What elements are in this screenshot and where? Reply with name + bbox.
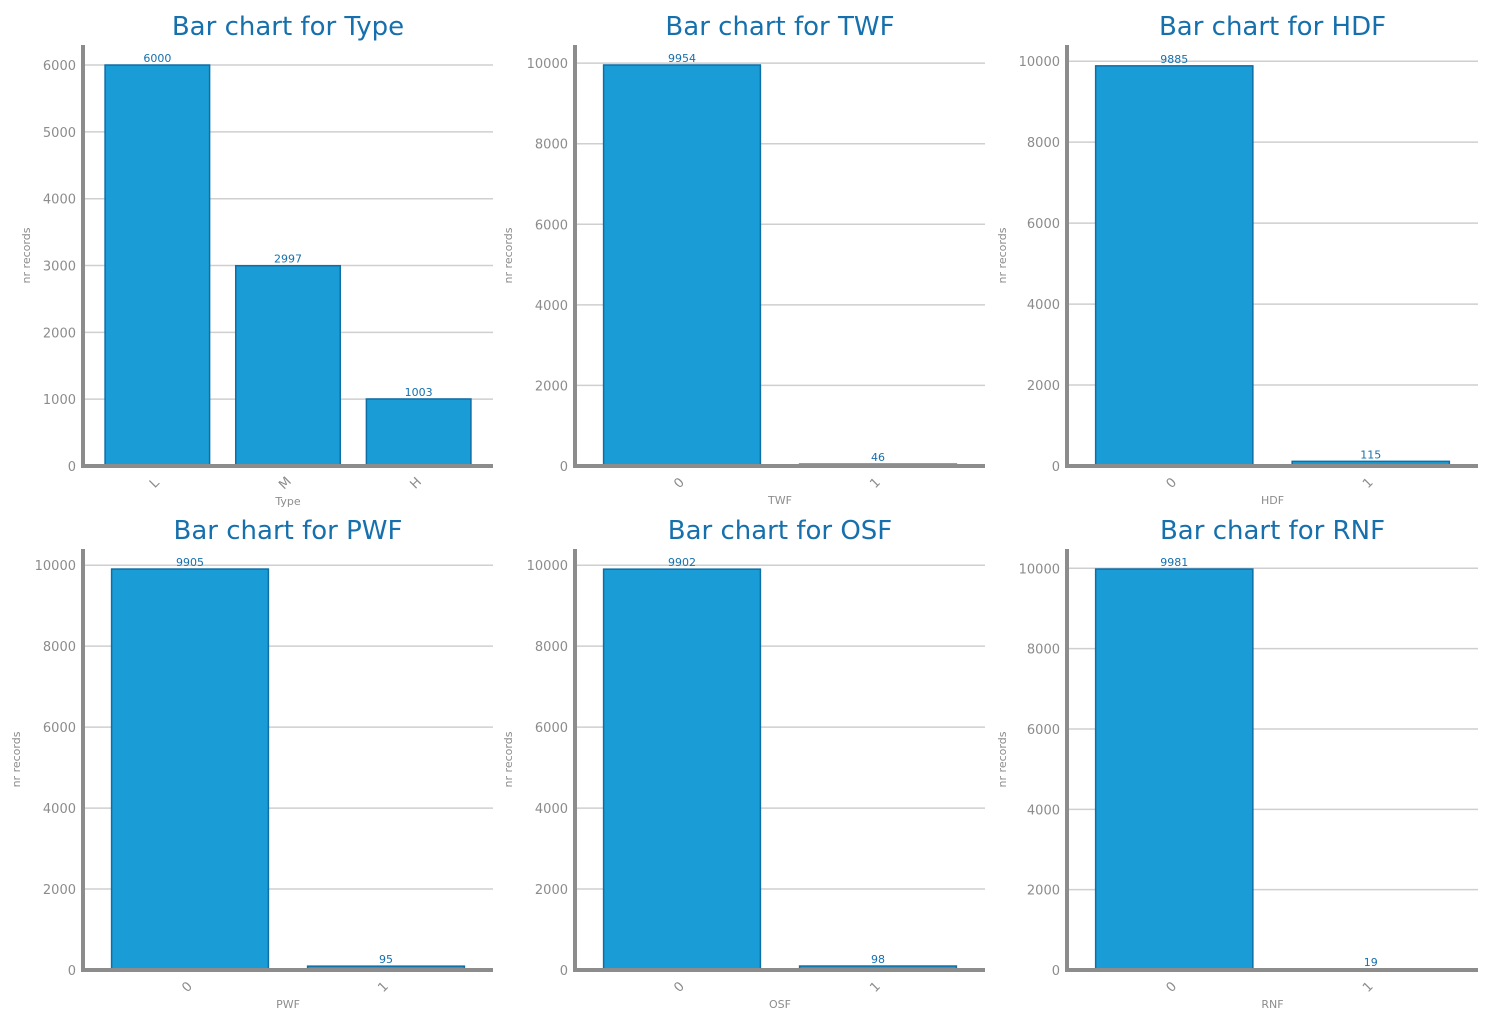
- y-tick-label: 10000: [35, 559, 76, 574]
- x-tick-label: 1: [1360, 475, 1376, 491]
- bar: [602, 568, 762, 971]
- data-label: 6000: [143, 52, 171, 65]
- y-tick-label: 8000: [43, 640, 76, 655]
- bar: [365, 398, 472, 467]
- chart-panel: Bar chart for Type 0 1000 2000 3000 4000 5000 6…: [20, 12, 493, 508]
- x-tick-label: 1: [1360, 979, 1376, 995]
- y-tick-label: 0: [1052, 460, 1060, 475]
- y-axis-label: nr records: [10, 731, 23, 787]
- y-axis-label: nr records: [996, 731, 1009, 787]
- y-tick-label: 6000: [1027, 723, 1060, 738]
- chart-title: Bar chart for RNF: [1160, 516, 1385, 546]
- bar: [234, 264, 342, 467]
- data-label: 115: [1360, 448, 1381, 461]
- data-label: 9905: [176, 556, 204, 569]
- x-tick-label: 1: [867, 979, 883, 995]
- y-tick-label: 6000: [43, 59, 76, 74]
- data-label: 9954: [668, 52, 696, 65]
- data-label: 9885: [1160, 53, 1188, 66]
- y-tick-label: 8000: [1027, 643, 1060, 658]
- x-tick-label: M: [276, 474, 295, 493]
- x-tick-label: H: [407, 475, 425, 493]
- bar: [1094, 65, 1254, 467]
- y-tick-label: 2000: [43, 326, 76, 341]
- y-axis-label: nr records: [20, 227, 33, 283]
- x-axis-label: PWF: [276, 998, 300, 1011]
- x-tick-label: 0: [179, 979, 195, 995]
- chart-panel: Bar chart for OSF 0 2000 4000 6000 8000 10000 9…: [502, 516, 985, 1011]
- y-tick-label: 8000: [1027, 136, 1060, 151]
- x-axis-label: OSF: [769, 998, 791, 1011]
- bar: [602, 64, 762, 467]
- y-tick-label: 2000: [43, 883, 76, 898]
- chart-panel: Bar chart for RNF 0 2000 4000 6000 8000 10000 9…: [996, 516, 1478, 1011]
- y-tick-label: 4000: [535, 802, 568, 817]
- x-axis-label: RNF: [1261, 998, 1283, 1011]
- y-tick-label: 0: [68, 460, 76, 475]
- y-tick-label: 0: [1052, 964, 1060, 979]
- chart-title: Bar chart for TWF: [665, 12, 894, 42]
- x-axis-label: TWF: [767, 494, 792, 507]
- y-axis-label: nr records: [502, 731, 515, 787]
- chart-title: Bar chart for OSF: [668, 516, 893, 546]
- y-tick-label: 3000: [43, 260, 76, 275]
- y-tick-label: 0: [560, 460, 568, 475]
- chart-title: Bar chart for Type: [172, 12, 404, 42]
- chart-title: Bar chart for PWF: [174, 516, 403, 546]
- x-tick-label: 0: [671, 475, 687, 491]
- y-tick-label: 8000: [535, 138, 568, 153]
- bar: [1094, 568, 1254, 971]
- y-tick-label: 2000: [1027, 379, 1060, 394]
- y-tick-label: 0: [68, 964, 76, 979]
- x-tick-label: 1: [375, 979, 391, 995]
- y-tick-label: 6000: [1027, 217, 1060, 232]
- y-tick-label: 4000: [1027, 298, 1060, 313]
- data-label: 9902: [668, 556, 696, 569]
- y-tick-label: 5000: [43, 126, 76, 141]
- y-axis-label: nr records: [502, 227, 515, 283]
- data-label: 46: [871, 451, 885, 464]
- y-axis-label: nr records: [996, 227, 1009, 283]
- data-label: 1003: [405, 386, 433, 399]
- y-tick-label: 1000: [43, 393, 76, 408]
- y-tick-label: 6000: [535, 721, 568, 736]
- y-tick-label: 6000: [43, 721, 76, 736]
- data-label: 19: [1364, 956, 1378, 969]
- chart-title: Bar chart for HDF: [1159, 12, 1386, 42]
- y-tick-label: 10000: [527, 559, 568, 574]
- chart-panel: Bar chart for PWF 0 2000 4000 6000 8000 10000 9…: [10, 516, 493, 1011]
- x-axis-label: HDF: [1261, 494, 1284, 507]
- y-tick-label: 2000: [535, 379, 568, 394]
- y-tick-label: 4000: [1027, 803, 1060, 818]
- data-label: 98: [871, 953, 885, 966]
- y-tick-label: 10000: [527, 57, 568, 72]
- chart-panel: Bar chart for HDF 0 2000 4000 6000 8000 10000 9…: [996, 12, 1478, 507]
- chart-panel: Bar chart for TWF 0 2000 4000 6000 8000 10000 9…: [502, 12, 985, 507]
- data-label: 95: [379, 953, 393, 966]
- y-tick-label: 4000: [43, 193, 76, 208]
- x-tick-label: 0: [1164, 475, 1180, 491]
- bar: [110, 568, 270, 971]
- x-tick-label: L: [147, 475, 163, 491]
- data-label: 2997: [274, 253, 302, 266]
- y-tick-label: 8000: [535, 640, 568, 655]
- y-tick-label: 2000: [1027, 884, 1060, 899]
- x-tick-label: 1: [867, 475, 883, 491]
- x-tick-label: 0: [671, 979, 687, 995]
- x-axis-label: Type: [274, 495, 300, 508]
- y-tick-label: 4000: [43, 802, 76, 817]
- y-tick-label: 4000: [535, 299, 568, 314]
- y-tick-label: 2000: [535, 883, 568, 898]
- y-tick-label: 0: [560, 964, 568, 979]
- y-tick-label: 6000: [535, 218, 568, 233]
- y-tick-label: 10000: [1019, 562, 1060, 577]
- data-label: 9981: [1160, 556, 1188, 569]
- x-tick-label: 0: [1164, 979, 1180, 995]
- bar: [104, 64, 211, 467]
- y-tick-label: 10000: [1019, 55, 1060, 70]
